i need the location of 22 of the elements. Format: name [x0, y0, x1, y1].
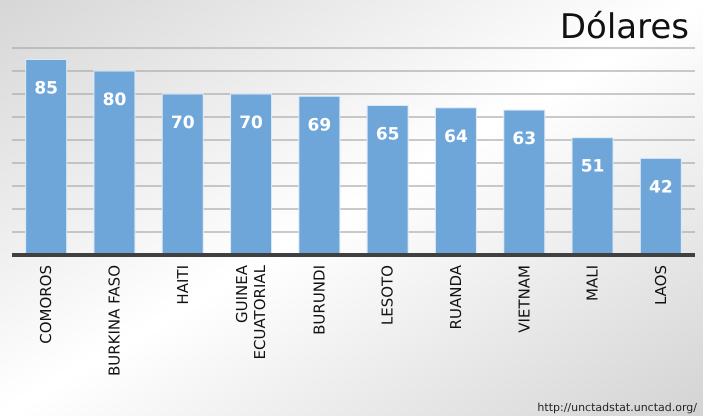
x-tick-label: MALI: [584, 265, 602, 301]
x-tick-label: COMOROS: [37, 265, 56, 344]
x-tick-label: VIETNAM: [515, 265, 534, 333]
x-tick-label: LESOTO: [378, 265, 397, 326]
data-label: 63: [512, 129, 536, 150]
x-tick-label: RUANDA: [446, 264, 465, 330]
data-label: 85: [34, 78, 58, 98]
x-tick-label: BURUNDI: [310, 265, 328, 335]
data-label: 70: [239, 113, 264, 133]
data-label: 69: [308, 115, 332, 136]
x-tick-label: LAOS: [652, 265, 670, 306]
data-label: 64: [444, 126, 468, 147]
data-label: 80: [102, 90, 126, 110]
text: http://unctadstat.unctad.org/: [537, 401, 698, 414]
x-tick-label: HAITI: [174, 265, 192, 305]
data-label: 51: [580, 156, 604, 177]
data-label: 42: [649, 177, 673, 198]
x-tick-label: BURKINA FASO: [105, 265, 124, 376]
data-label: 65: [376, 124, 400, 144]
chart-title: Dólares: [560, 7, 689, 47]
data-label: 70: [170, 113, 195, 133]
x-tick-label: GUINEA ECUATORIAL: [233, 264, 270, 360]
